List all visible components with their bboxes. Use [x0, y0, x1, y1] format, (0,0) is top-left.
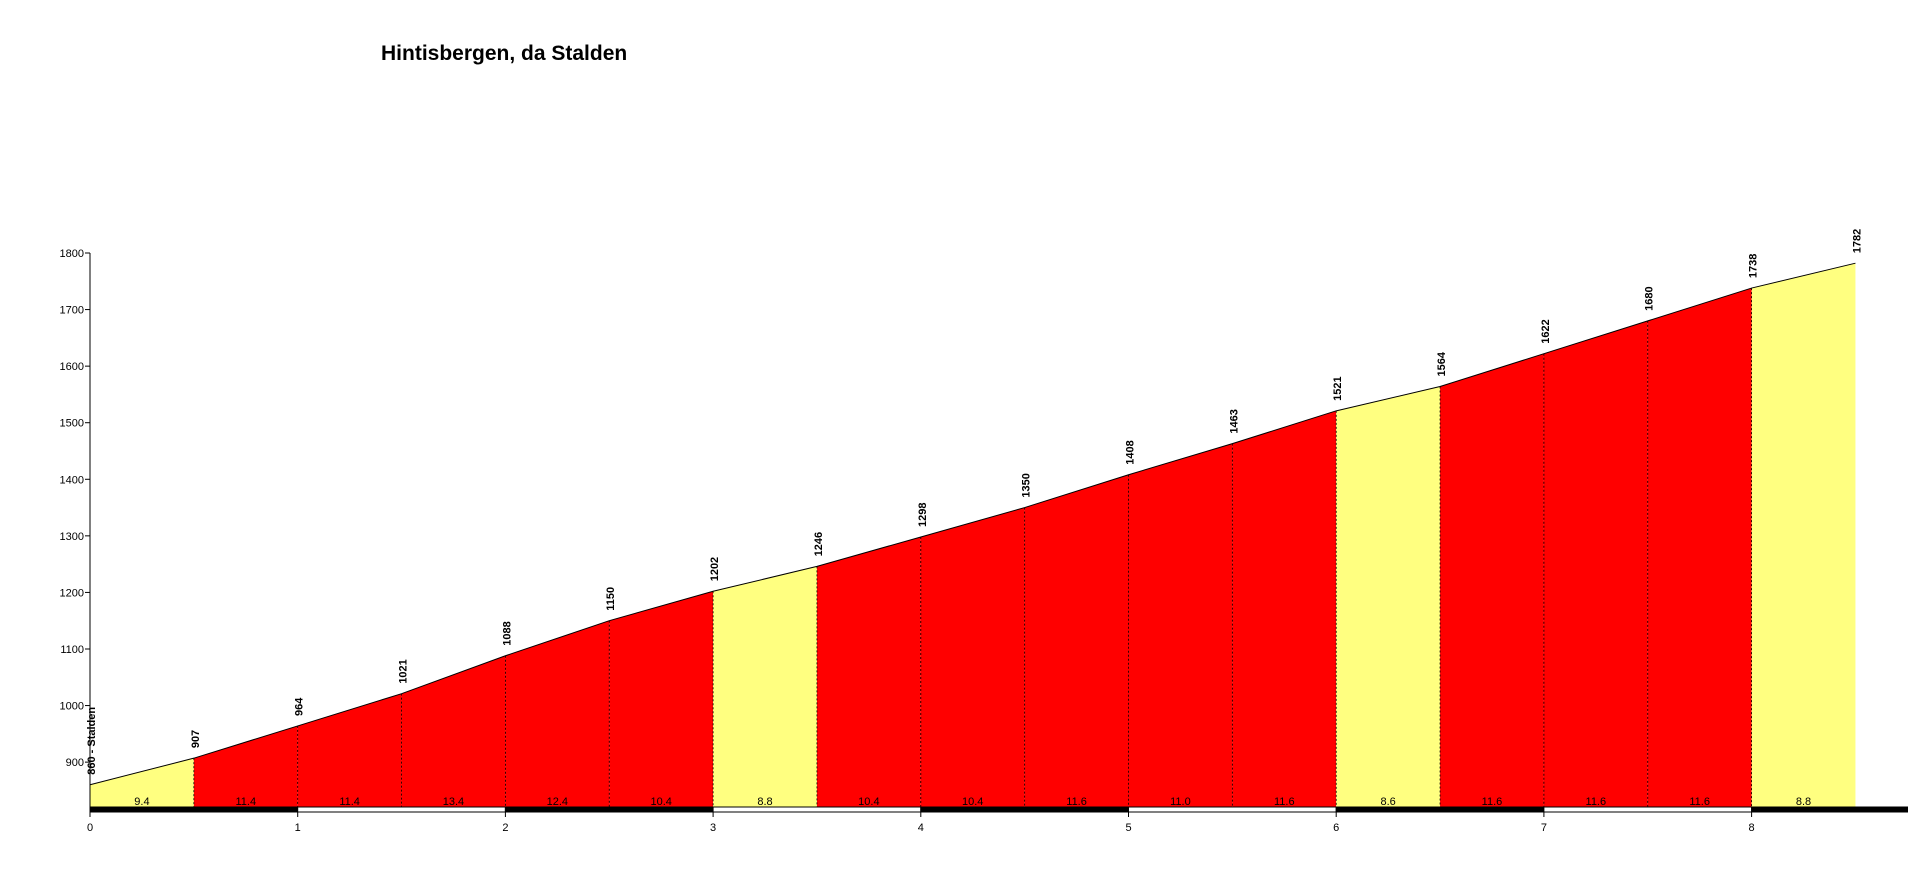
km-band-8 — [1751, 806, 1908, 813]
segment-fill-14 — [1543, 320, 1648, 807]
km-band-0 — [89, 806, 299, 813]
axes: 900 1000 1100 1200 1300 1400 1500 1600 1700 1800 0… — [60, 248, 1755, 834]
km-band-3 — [712, 806, 922, 813]
x-tick-label-1: 1 — [295, 822, 301, 834]
km-band — [89, 806, 1908, 813]
chart-title: Hintisbergen, da Stalden — [381, 42, 628, 65]
gradient-label-7: 10.4 — [858, 796, 879, 808]
y-tick-label-8: 1700 — [60, 305, 84, 317]
km-band-7 — [1543, 806, 1753, 813]
elevation-label-15: 1680 — [1644, 286, 1656, 310]
x-tick-label-6: 6 — [1333, 822, 1339, 834]
elevation-label-13: 1564 — [1436, 351, 1448, 376]
segment-fills — [90, 263, 1856, 808]
x-tick-label-3: 3 — [710, 822, 716, 834]
elevation-label-6: 1202 — [709, 557, 721, 581]
y-tick-label-4: 1300 — [60, 531, 84, 543]
km-band-2 — [504, 806, 714, 813]
gradient-label-12: 8.6 — [1380, 796, 1395, 808]
x-tick-label-0: 0 — [87, 822, 93, 834]
elevation-label-16: 1738 — [1748, 254, 1760, 278]
segment-fill-15 — [1647, 288, 1752, 808]
elevation-label-5: 1150 — [605, 587, 617, 611]
gradient-label-9: 11.6 — [1066, 796, 1087, 808]
x-tick-label-4: 4 — [918, 822, 924, 834]
segment-fill-8 — [920, 507, 1025, 807]
km-band-4 — [920, 806, 1129, 813]
y-tick-label-3: 1200 — [60, 587, 84, 599]
gradient-label-16: 8.8 — [1796, 796, 1811, 808]
gradient-label-1: 11.4 — [235, 796, 256, 808]
x-tick-label-2: 2 — [502, 822, 508, 834]
x-tick-label-7: 7 — [1541, 822, 1547, 834]
elevation-label-4: 1088 — [501, 621, 513, 645]
elevation-label-1: 907 — [190, 730, 202, 748]
elevation-label-7: 1246 — [813, 532, 825, 556]
segment-fill-1 — [193, 725, 298, 807]
gradient-label-3: 13.4 — [443, 796, 464, 808]
profile-line — [89, 262, 1856, 786]
segment-dividers — [193, 288, 1752, 807]
y-tick-label-6: 1500 — [60, 418, 84, 430]
segment-fill-5 — [609, 591, 714, 807]
x-tick-label-8: 8 — [1749, 822, 1755, 834]
segment-fill-2 — [297, 693, 402, 807]
km-band-5 — [1128, 806, 1337, 813]
y-tick-label-5: 1400 — [60, 474, 84, 486]
elevation-label-11: 1463 — [1228, 409, 1240, 433]
elevation-label-14: 1622 — [1540, 319, 1552, 343]
gradient-label-6: 8.8 — [757, 796, 772, 808]
gradient-label-2: 11.4 — [339, 796, 360, 808]
segment-fill-13 — [1440, 353, 1544, 807]
y-tick-label-9: 1800 — [60, 248, 84, 260]
segment-fill-0 — [90, 758, 194, 807]
elevation-label-9: 1350 — [1021, 473, 1033, 497]
segment-fill-12 — [1336, 386, 1441, 807]
x-tick-label-5: 5 — [1125, 822, 1131, 834]
gradient-label-15: 11.6 — [1689, 796, 1710, 808]
segment-fill-3 — [401, 655, 506, 807]
elevation-label-10: 1408 — [1125, 440, 1137, 464]
segment-fill-16 — [1751, 263, 1856, 807]
segment-fill-10 — [1128, 443, 1233, 807]
segment-fill-7 — [816, 536, 921, 807]
elevation-label-2: 964 — [294, 697, 306, 716]
y-tick-label-7: 1600 — [60, 361, 84, 373]
elevation-label-8: 1298 — [917, 502, 929, 526]
profile-outline — [89, 262, 1856, 786]
y-tick-label-1: 1000 — [60, 701, 84, 713]
elevation-label-12: 1521 — [1332, 376, 1344, 400]
labels: 9.4 11.4 11.4 13.4 12.4 10.4 8.8 10.4 10.4 11.6 11… — [86, 229, 1863, 808]
segment-fill-6 — [713, 566, 817, 807]
gradient-label-13: 11.6 — [1482, 796, 1503, 808]
y-tick-label-0: 900 — [66, 757, 84, 769]
km-band-1 — [297, 806, 506, 813]
km-band-6 — [1335, 806, 1545, 813]
gradient-label-11: 11.6 — [1274, 796, 1295, 808]
segment-fill-4 — [505, 620, 610, 807]
gradient-label-5: 10.4 — [650, 796, 671, 808]
gradient-label-10: 11.0 — [1170, 796, 1191, 808]
y-tick-label-2: 1100 — [60, 644, 84, 656]
gradient-label-0: 9.4 — [134, 796, 149, 808]
gradient-label-8: 10.4 — [962, 796, 983, 808]
gradient-label-4: 12.4 — [547, 796, 568, 808]
elevation-label-17: 1782 — [1851, 229, 1863, 253]
segment-fill-11 — [1232, 410, 1337, 807]
elevation-label-0: 860 - Stalden — [86, 707, 98, 775]
elevation-label-3: 1021 — [398, 659, 410, 683]
segment-fill-9 — [1024, 474, 1129, 807]
gradient-label-14: 11.6 — [1586, 796, 1607, 808]
